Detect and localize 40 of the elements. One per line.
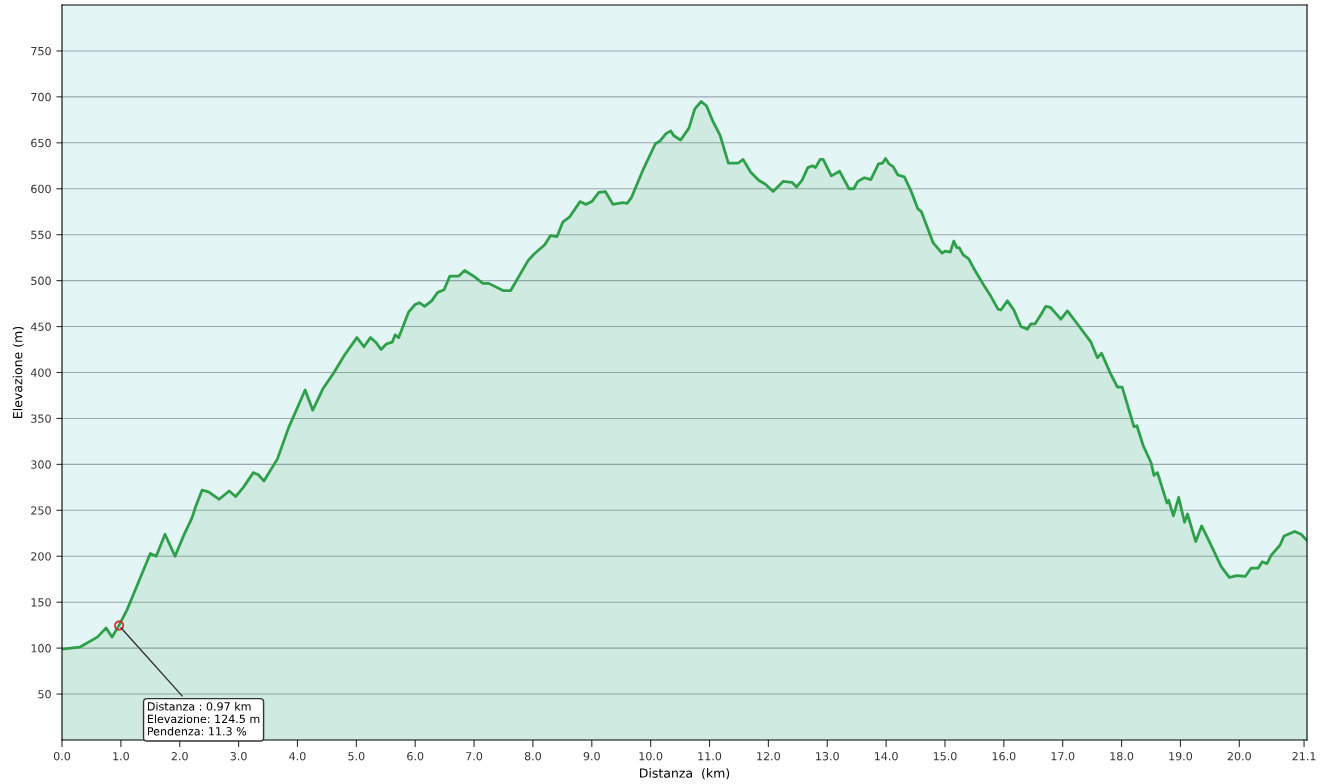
- y-tick-label: 650: [31, 138, 51, 148]
- x-axis-title: Distanza (km): [640, 768, 730, 780]
- x-tick-label: 7.0: [466, 752, 483, 761]
- x-tick-label: 15.0: [933, 752, 957, 761]
- x-tick-label: 21.1: [1292, 752, 1316, 761]
- y-tick-label: 450: [30, 322, 51, 331]
- y-tick-label: 200: [31, 552, 51, 561]
- x-tick-label: 6.0: [407, 752, 424, 761]
- y-tick-label: 100: [31, 644, 51, 653]
- x-tick-label: 10.0: [639, 752, 663, 761]
- x-tick-label: 1.0: [113, 752, 129, 761]
- annotation: Distanza : 0.97 km Elevazione: 124.5 m Pendenza: 11.3 %: [147, 702, 260, 736]
- y-tick-label: 750: [31, 46, 51, 56]
- y-tick-label: 400: [30, 368, 51, 377]
- x-tick-label: 0.0: [53, 752, 71, 761]
- y-tick-label: 550: [31, 230, 51, 240]
- x-tick-label: 19.0: [1169, 752, 1193, 761]
- x-tick-label: 3.0: [230, 752, 247, 761]
- y-tick-label: 300: [31, 460, 51, 469]
- x-tick-label: 12.0: [757, 752, 781, 761]
- y-tick-label: 350: [31, 414, 51, 423]
- x-tick-label: 11.0: [698, 752, 722, 761]
- y-tick-label: 150: [31, 598, 51, 607]
- y-tick-label: 250: [31, 506, 51, 515]
- y-tick-label: 700: [31, 92, 51, 102]
- y-axis-title: Elevazione (m): [12, 326, 24, 418]
- y-tick-label: 600: [31, 184, 51, 194]
- x-tick-label: 16.0: [992, 752, 1016, 761]
- y-tick-label: 500: [31, 276, 51, 285]
- y-tick-label: 50: [38, 690, 51, 699]
- x-tick-label: 13.0: [816, 752, 839, 761]
- x-tick-label: 4.0: [289, 752, 306, 761]
- x-tick-label: 18.0: [1110, 752, 1134, 761]
- x-tick-label: 17.0: [1051, 752, 1075, 761]
- x-tick-label: 5.0: [348, 752, 365, 761]
- x-tick-label: 20.0: [1227, 752, 1251, 761]
- x-tick-label: 8.0: [524, 752, 542, 761]
- x-tick-label: 14.0: [874, 752, 898, 761]
- x-tick-label: 9.0: [583, 752, 600, 761]
- x-tick-label: 2.0: [171, 752, 188, 761]
